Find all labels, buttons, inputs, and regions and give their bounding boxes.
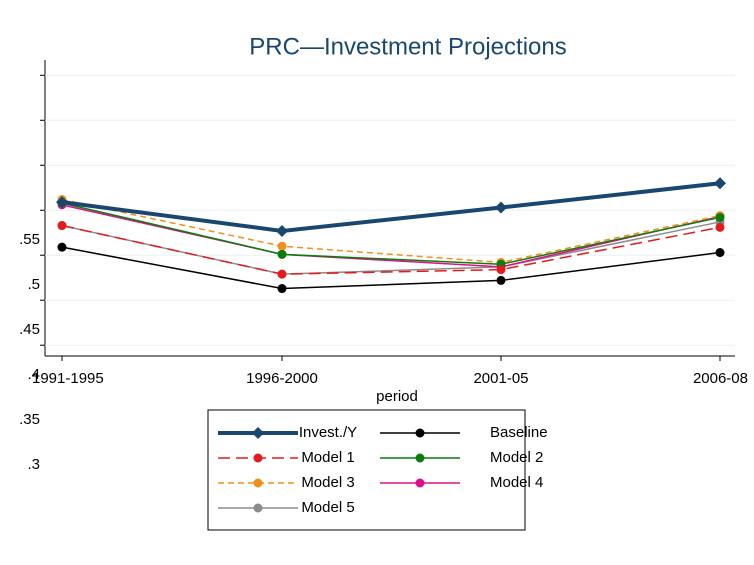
marker — [253, 478, 263, 488]
legend-label: Model 4 — [490, 474, 543, 491]
x-tick-label: 1996-2000 — [246, 370, 318, 387]
series-line — [61, 204, 721, 268]
x-tick-label: 1991-1995 — [32, 370, 104, 387]
x-tick-label: 2006-08 — [693, 370, 748, 387]
series-line — [61, 198, 721, 264]
y-tick-label: .35 — [19, 411, 40, 428]
y-tick-label: .45 — [19, 321, 40, 338]
marker — [495, 201, 507, 214]
plot-area — [45, 60, 735, 356]
legend-box — [207, 409, 526, 531]
legend-label: Model 3 — [301, 474, 354, 491]
marker — [715, 248, 725, 258]
marker — [715, 222, 725, 232]
legend-label: Model 1 — [301, 449, 354, 466]
marker — [415, 478, 425, 488]
y-tick-label: .4 — [27, 366, 40, 383]
series-line — [61, 181, 721, 233]
marker — [253, 503, 263, 513]
chart-title: PRC—Investment Projections — [249, 33, 566, 60]
marker — [277, 241, 287, 251]
marker — [714, 177, 726, 190]
y-tick-label: .55 — [19, 231, 40, 248]
y-tick-label: .5 — [27, 276, 40, 293]
marker — [252, 427, 264, 439]
legend-label: Baseline — [490, 424, 548, 441]
marker — [415, 428, 425, 438]
marker — [253, 453, 263, 463]
series-line — [61, 246, 721, 290]
series-line — [61, 224, 721, 275]
marker — [57, 242, 67, 252]
series-line — [61, 202, 721, 265]
marker — [277, 284, 287, 294]
x-tick-label: 2001-05 — [473, 370, 528, 387]
legend-label: Invest./Y — [299, 424, 357, 441]
marker — [276, 224, 288, 237]
marker — [57, 221, 67, 231]
marker — [496, 265, 506, 275]
legend-label: Model 5 — [301, 499, 354, 516]
marker — [277, 249, 287, 259]
marker — [277, 269, 287, 279]
x-axis-label: period — [376, 388, 418, 405]
marker — [415, 453, 425, 463]
y-tick-label: .3 — [27, 456, 40, 473]
marker — [496, 275, 506, 285]
marker — [56, 196, 68, 209]
legend-label: Model 2 — [490, 449, 543, 466]
marker — [715, 212, 725, 222]
